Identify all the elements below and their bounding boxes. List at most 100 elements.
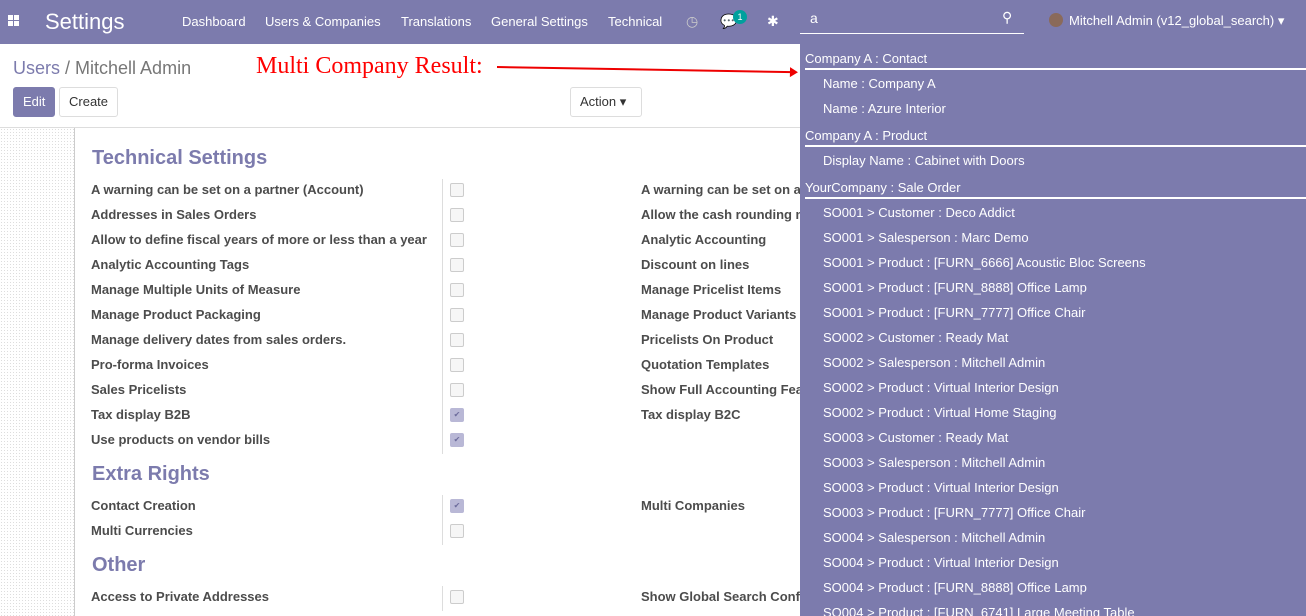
create-button[interactable]: Create <box>59 87 119 117</box>
setting-checkbox[interactable] <box>450 183 464 197</box>
section-title: Other <box>92 554 146 576</box>
search-result-item[interactable]: SO004 > Salesperson : Mitchell Admin <box>823 530 1046 545</box>
search-result-item[interactable]: SO001 > Product : [FURN_6666] Acoustic B… <box>823 255 1146 270</box>
setting-checkbox[interactable] <box>450 333 464 347</box>
setting-checkbox[interactable] <box>450 383 464 397</box>
breadcrumb-users[interactable]: Users <box>13 58 61 78</box>
setting-label: Analytic Accounting <box>641 232 767 247</box>
search-result-item[interactable]: SO004 > Product : Virtual Interior Desig… <box>823 555 1059 570</box>
bug-icon[interactable]: ✱ <box>767 13 779 29</box>
menu-general-settings[interactable]: General Settings <box>491 14 588 29</box>
divider <box>442 179 443 454</box>
user-name: Mitchell Admin (v12_global_search) <box>1069 13 1275 28</box>
search-result-item[interactable]: Display Name : Cabinet with Doors <box>823 153 1025 168</box>
global-search-input[interactable]: a ⚲ <box>800 0 1024 34</box>
setting-label: Discount on lines <box>641 257 750 272</box>
setting-checkbox[interactable] <box>450 308 464 322</box>
search-result-item[interactable]: SO003 > Product : Virtual Interior Desig… <box>823 480 1059 495</box>
setting-checkbox[interactable]: ✔ <box>450 499 464 513</box>
setting-label: Allow the cash rounding m <box>641 207 808 222</box>
setting-label: Manage delivery dates from sales orders. <box>91 332 347 347</box>
divider <box>442 495 443 545</box>
search-results-dropdown: Company A : Contact Name : Company A Name … <box>800 44 1306 616</box>
edit-button[interactable]: Edit <box>13 87 56 117</box>
setting-label: Manage Pricelist Items <box>641 282 782 297</box>
menu-technical[interactable]: Technical <box>608 14 663 29</box>
background <box>0 128 75 616</box>
search-result-item[interactable]: SO003 > Salesperson : Mitchell Admin <box>823 455 1046 470</box>
search-result-item[interactable]: SO004 > Product : [FURN_6741] Large Meet… <box>823 605 1135 616</box>
top-navbar: Settings Dashboard Users & Companies Tra… <box>0 0 1306 44</box>
search-value[interactable]: a <box>810 10 818 26</box>
breadcrumb-current: Mitchell Admin <box>75 58 192 78</box>
user-menu[interactable]: Mitchell Admin (v12_global_search) ▾ <box>1049 13 1284 29</box>
app-title: Settings <box>45 9 125 34</box>
search-result-item[interactable]: SO001 > Product : [FURN_7777] Office Cha… <box>823 305 1086 320</box>
setting-checkbox[interactable] <box>450 283 464 297</box>
setting-label: Show Global Search Conf <box>641 589 800 604</box>
avatar <box>1049 13 1063 27</box>
caret-down-icon: ▾ <box>619 94 627 109</box>
search-result-item[interactable]: SO001 > Customer : Deco Addict <box>823 205 1015 220</box>
setting-label: A warning can be set on a partner (Accou… <box>91 182 364 197</box>
setting-label: Allow to define fiscal years of more or … <box>91 232 427 247</box>
divider <box>442 586 443 611</box>
setting-checkbox[interactable] <box>450 258 464 272</box>
breadcrumb: Users / Mitchell Admin <box>13 58 192 78</box>
form-sheet <box>76 128 800 616</box>
setting-label: Access to Private Addresses <box>91 589 270 604</box>
setting-label: Tax display B2B <box>91 407 191 422</box>
setting-label: Manage Product Variants <box>641 307 797 322</box>
setting-checkbox[interactable] <box>450 358 464 372</box>
search-result-item[interactable]: Name : Azure Interior <box>823 101 946 116</box>
setting-label: Pro-forma Invoices <box>91 357 209 372</box>
setting-checkbox[interactable]: ✔ <box>450 408 464 422</box>
setting-checkbox[interactable] <box>450 590 464 604</box>
setting-label: Multi Companies <box>641 498 746 513</box>
setting-checkbox[interactable]: ✔ <box>450 433 464 447</box>
setting-label: Pricelists On Product <box>641 332 774 347</box>
apps-menu-icon[interactable] <box>8 15 19 26</box>
setting-checkbox[interactable] <box>450 208 464 222</box>
section-title: Technical Settings <box>92 147 268 169</box>
search-result-item[interactable]: SO002 > Salesperson : Mitchell Admin <box>823 355 1046 370</box>
setting-label: Analytic Accounting Tags <box>91 257 250 272</box>
search-icon[interactable]: ⚲ <box>1002 9 1013 25</box>
chat-count-badge: 1 <box>733 10 747 24</box>
setting-label: Show Full Accounting Fea <box>641 382 804 397</box>
section-title: Extra Rights <box>92 463 210 485</box>
action-button[interactable]: Action ▾ <box>570 87 642 117</box>
annotation-text: Multi Company Result: <box>256 53 483 79</box>
setting-label: A warning can be set on a <box>641 182 801 197</box>
result-group-header: YourCompany : Sale Order <box>805 180 1306 199</box>
divider <box>0 127 1306 128</box>
search-result-item[interactable]: SO001 > Salesperson : Marc Demo <box>823 230 1029 245</box>
search-result-item[interactable]: SO003 > Customer : Ready Mat <box>823 430 1009 445</box>
search-result-item[interactable]: Name : Company A <box>823 76 936 91</box>
setting-label: Tax display B2C <box>641 407 741 422</box>
action-label: Action <box>580 94 617 109</box>
result-group-header: Company A : Contact <box>805 51 1306 70</box>
search-result-item[interactable]: SO002 > Customer : Ready Mat <box>823 330 1009 345</box>
setting-checkbox[interactable] <box>450 233 464 247</box>
caret-down-icon: ▾ <box>1277 13 1285 28</box>
clock-icon[interactable]: ◷ <box>686 13 699 29</box>
search-result-item[interactable]: SO001 > Product : [FURN_8888] Office Lam… <box>823 280 1087 295</box>
setting-label: Manage Product Packaging <box>91 307 261 322</box>
menu-translations[interactable]: Translations <box>401 14 472 29</box>
annotation-arrow <box>496 66 792 74</box>
search-result-item[interactable]: SO002 > Product : Virtual Interior Desig… <box>823 380 1059 395</box>
setting-label: Contact Creation <box>91 498 196 513</box>
search-result-item[interactable]: SO002 > Product : Virtual Home Staging <box>823 405 1057 420</box>
setting-label: Manage Multiple Units of Measure <box>91 282 301 297</box>
setting-label: Sales Pricelists <box>91 382 187 397</box>
menu-dashboard[interactable]: Dashboard <box>182 14 246 29</box>
setting-label: Addresses in Sales Orders <box>91 207 257 222</box>
setting-label: Quotation Templates <box>641 357 770 372</box>
setting-label: Multi Currencies <box>91 523 193 538</box>
search-result-item[interactable]: SO004 > Product : [FURN_8888] Office Lam… <box>823 580 1087 595</box>
setting-checkbox[interactable] <box>450 524 464 538</box>
menu-users-companies[interactable]: Users & Companies <box>265 14 381 29</box>
search-result-item[interactable]: SO003 > Product : [FURN_7777] Office Cha… <box>823 505 1086 520</box>
setting-label: Use products on vendor bills <box>91 432 271 447</box>
